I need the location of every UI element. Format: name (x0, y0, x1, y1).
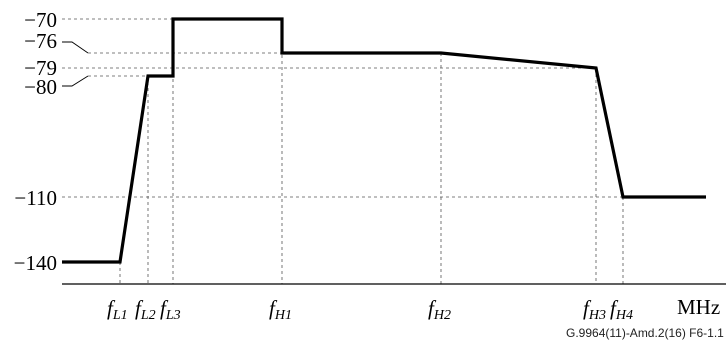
x-tick-label: fH3 (583, 296, 606, 323)
x-tick-label: fH1 (269, 296, 292, 323)
y-tick-label: −79 (24, 56, 57, 80)
guide-lines (62, 18, 624, 284)
x-tick-label: fH4 (610, 296, 633, 323)
y-tick-label: −140 (14, 251, 57, 275)
x-tick-label: fL3 (160, 296, 181, 323)
x-tick-label: fL2 (135, 296, 156, 323)
y-tick-label: −70 (24, 8, 57, 32)
y-leader-lines (62, 41, 89, 87)
mask-line (62, 17, 706, 264)
x-tick-labels: fL1 fL2 fL3 fH1 fH2 fH3 fH4 (107, 296, 633, 323)
x-tick-label: fL1 (107, 296, 128, 323)
y-leader-line (62, 41, 89, 54)
y-tick-label: −76 (24, 29, 57, 53)
x-unit-label: MHz (677, 295, 720, 319)
y-tick-label: −110 (14, 186, 57, 210)
figure-caption: G.9964(11)-Amd.2(16) F6-1.1 (566, 326, 724, 340)
y-tick-labels: −70−76 −79−80 −110 −140 (14, 8, 57, 275)
y-leader-line (62, 75, 89, 87)
y-tick-label: −80 (24, 75, 57, 99)
x-tick-label: fH2 (428, 296, 451, 323)
